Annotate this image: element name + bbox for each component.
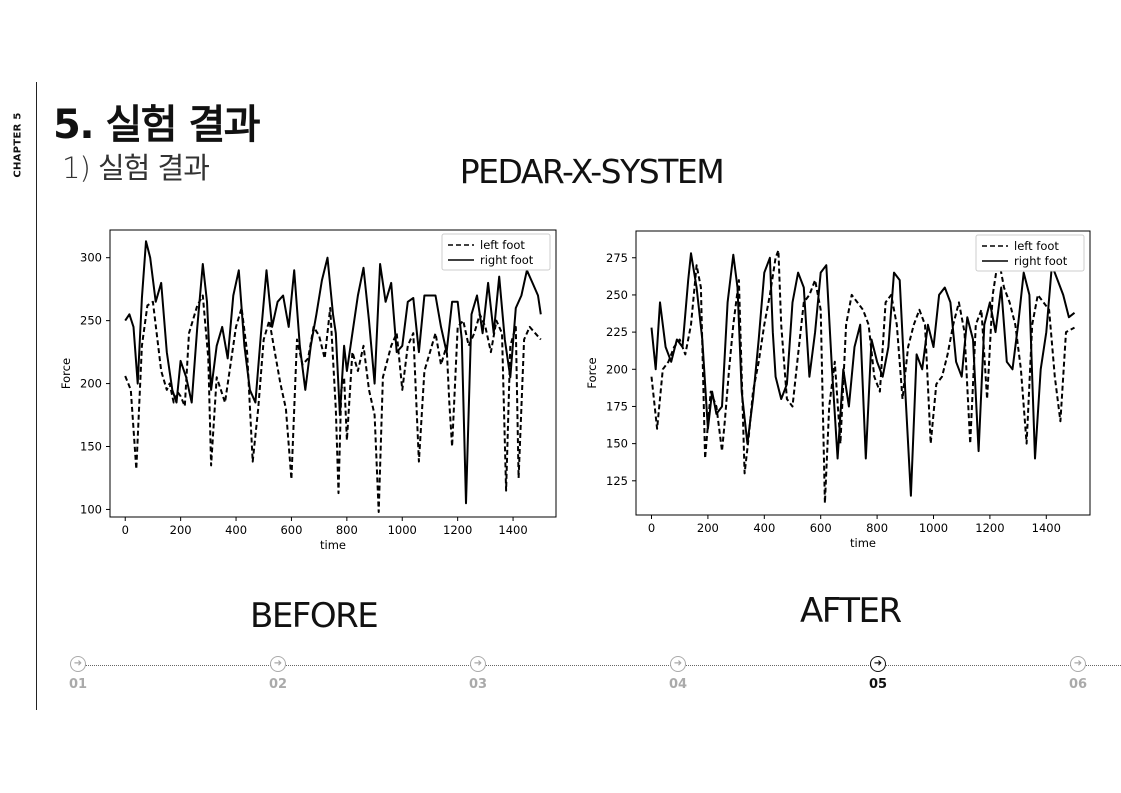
- y-tick-label: 150: [606, 437, 628, 451]
- nav-step-03[interactable]: ➜ 03: [458, 656, 498, 692]
- before-chart: 0 200 400 600 800 1000 1200 1400 100 150 200 250 300…: [59, 229, 557, 552]
- series-line-right-foot: [650, 252, 1076, 497]
- nav-step-number: 06: [1068, 677, 1088, 692]
- x-tick-label: 1200: [443, 523, 472, 537]
- y-axis-label: Force: [59, 358, 73, 389]
- y-tick-label: 100: [80, 502, 102, 516]
- x-tick-label: 800: [336, 523, 358, 537]
- y-tick-label: 200: [80, 377, 102, 391]
- x-tick-label: 200: [697, 521, 719, 535]
- nav-step-number: 01: [68, 677, 88, 692]
- nav-step-02[interactable]: ➜ 02: [258, 656, 298, 692]
- y-tick-label: 225: [606, 325, 628, 339]
- chapter-navigation: ➜ 01 ➜ 02 ➜ 03 ➜ 04 ➜ 05 ➜ 06: [0, 650, 1121, 710]
- nav-step-04[interactable]: ➜ 04: [658, 656, 698, 692]
- nav-step-01[interactable]: ➜ 01: [58, 656, 98, 692]
- x-tick-label: 0: [648, 521, 655, 535]
- vertical-divider: [36, 82, 37, 710]
- nav-dotted-line: [85, 665, 1121, 666]
- series-line-right-foot: [124, 240, 542, 505]
- x-tick-label: 1400: [1032, 521, 1061, 535]
- legend-box: [441, 233, 551, 271]
- y-tick-label: 125: [606, 474, 628, 488]
- before-caption: BEFORE: [250, 596, 379, 636]
- page-title: 5. 실험 결과: [53, 102, 261, 148]
- x-axis-label: time: [850, 536, 876, 550]
- arrow-right-circle-icon: ➜: [70, 656, 86, 672]
- x-tick-label: 400: [753, 521, 775, 535]
- x-tick-label: 800: [866, 521, 888, 535]
- legend-label: right foot: [1014, 254, 1068, 268]
- x-tick-label: 600: [810, 521, 832, 535]
- plot-frame: [109, 229, 557, 518]
- x-axis-label: time: [320, 538, 346, 552]
- y-tick-label: 275: [606, 251, 628, 265]
- nav-step-06[interactable]: ➜ 06: [1058, 656, 1098, 692]
- arrow-right-circle-icon: ➜: [470, 656, 486, 672]
- y-tick-label: 200: [606, 362, 628, 376]
- y-axis-label: Force: [585, 357, 599, 388]
- y-tick-label: 250: [80, 314, 102, 328]
- x-tick-label: 1200: [975, 521, 1004, 535]
- x-tick-label: 600: [280, 523, 302, 537]
- plot-frame: [635, 230, 1091, 516]
- x-tick-label: 200: [170, 523, 192, 537]
- system-title: PEDAR-X-SYSTEM: [0, 152, 1121, 191]
- nav-step-number: 05: [868, 677, 888, 692]
- arrow-right-circle-icon: ➜: [870, 656, 886, 672]
- after-caption: AFTER: [800, 591, 902, 631]
- x-tick-label: 1000: [388, 523, 417, 537]
- series-line-left-foot: [124, 294, 542, 513]
- arrow-right-circle-icon: ➜: [670, 656, 686, 672]
- legend-box: [975, 234, 1085, 272]
- page-subtitle: 1) 실험 결과: [62, 151, 210, 185]
- x-tick-label: 1400: [498, 523, 527, 537]
- system-title-text: PEDAR-X-SYSTEM: [459, 152, 725, 191]
- legend-label: left foot: [480, 238, 525, 252]
- legend-label: left foot: [1014, 239, 1059, 253]
- nav-step-number: 03: [468, 677, 488, 692]
- x-tick-label: 1000: [919, 521, 948, 535]
- x-tick-label: 0: [122, 523, 129, 537]
- nav-step-number: 04: [668, 677, 688, 692]
- y-tick-label: 175: [606, 399, 628, 413]
- y-tick-label: 150: [80, 440, 102, 454]
- y-tick-label: 300: [80, 251, 102, 265]
- arrow-right-circle-icon: ➜: [1070, 656, 1086, 672]
- legend-label: right foot: [480, 253, 534, 267]
- x-tick-label: 400: [225, 523, 247, 537]
- nav-step-05[interactable]: ➜ 05: [858, 656, 898, 692]
- nav-step-number: 02: [268, 677, 288, 692]
- y-tick-label: 250: [606, 288, 628, 302]
- after-chart: 0 200 400 600 800 1000 1200 1400 125 150 175 200 225…: [585, 230, 1091, 550]
- arrow-right-circle-icon: ➜: [270, 656, 286, 672]
